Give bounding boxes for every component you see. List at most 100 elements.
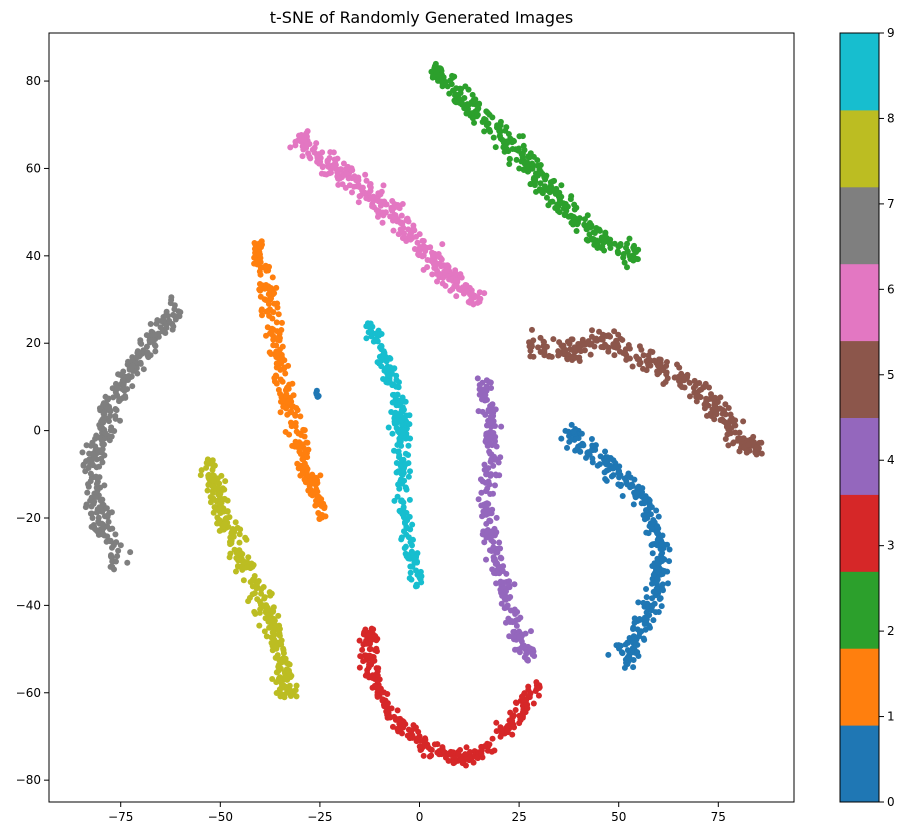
point-class-9	[402, 450, 409, 457]
point-class-6	[420, 252, 427, 259]
point-class-9	[379, 352, 386, 359]
point-class-5	[550, 336, 557, 343]
point-class-2	[556, 196, 563, 203]
point-class-5	[576, 354, 583, 361]
point-class-6	[340, 160, 347, 167]
point-class-4	[481, 466, 488, 473]
colorbar-tick-label: 0	[887, 795, 895, 809]
point-class-7	[115, 547, 122, 554]
point-class-6	[351, 173, 358, 180]
point-class-7	[112, 531, 119, 538]
point-class-1	[294, 460, 301, 467]
point-class-8	[286, 670, 293, 677]
point-class-3	[359, 646, 366, 653]
point-class-2	[490, 134, 497, 141]
point-class-2	[584, 212, 591, 219]
point-class-5	[738, 435, 745, 442]
point-class-3	[533, 679, 540, 686]
colorbar-segment-4	[840, 417, 879, 495]
point-class-0	[634, 649, 641, 656]
point-class-1	[304, 439, 311, 446]
point-class-8	[239, 566, 246, 573]
point-class-6	[381, 198, 388, 205]
point-class-6	[399, 220, 406, 227]
point-class-9	[406, 421, 413, 428]
point-class-7	[82, 468, 89, 475]
point-class-7	[84, 489, 91, 496]
point-class-3	[526, 692, 533, 699]
point-class-7	[119, 377, 126, 384]
point-class-8	[266, 624, 273, 631]
point-class-9	[391, 497, 398, 504]
point-class-6	[323, 171, 330, 178]
point-class-3	[356, 664, 363, 671]
point-class-3	[434, 749, 441, 756]
point-class-4	[486, 441, 493, 448]
point-class-0	[650, 517, 657, 524]
point-class-6	[355, 199, 362, 206]
point-class-1	[261, 285, 268, 292]
point-class-3	[362, 672, 369, 679]
point-class-7	[127, 549, 134, 556]
point-class-6	[452, 270, 459, 277]
point-class-0	[643, 594, 650, 601]
point-class-7	[120, 368, 127, 375]
point-class-7	[100, 531, 107, 538]
point-class-4	[498, 600, 505, 607]
point-class-1	[272, 372, 279, 379]
point-class-6	[330, 162, 337, 169]
point-class-0	[666, 546, 673, 553]
point-class-7	[153, 320, 160, 327]
point-class-6	[379, 219, 386, 226]
point-class-8	[218, 504, 225, 511]
point-class-3	[370, 658, 377, 665]
point-class-9	[386, 378, 393, 385]
point-class-3	[481, 743, 488, 750]
point-class-8	[256, 622, 263, 629]
point-class-9	[402, 461, 409, 468]
cluster-0	[313, 387, 322, 400]
point-class-3	[356, 637, 363, 644]
point-class-2	[561, 202, 568, 209]
point-class-5	[721, 418, 728, 425]
point-class-0	[646, 503, 653, 510]
point-class-2	[453, 99, 460, 106]
point-class-3	[425, 744, 432, 751]
point-class-8	[245, 554, 252, 561]
point-class-5	[598, 344, 605, 350]
point-class-7	[160, 317, 167, 324]
point-class-9	[394, 493, 401, 500]
point-class-3	[417, 737, 424, 744]
point-class-3	[398, 720, 405, 727]
point-class-6	[304, 141, 311, 148]
point-class-9	[409, 563, 416, 570]
point-class-0	[577, 448, 584, 455]
point-class-9	[391, 391, 398, 398]
point-class-7	[90, 452, 97, 459]
point-class-9	[415, 572, 422, 579]
point-class-2	[543, 194, 550, 201]
point-class-2	[432, 60, 439, 67]
point-class-7	[97, 497, 104, 504]
point-class-3	[516, 712, 523, 719]
point-class-8	[277, 690, 284, 697]
point-class-7	[147, 321, 154, 328]
colorbar-segment-0	[840, 725, 879, 803]
point-class-4	[482, 391, 489, 398]
colorbar-tick-label: 8	[887, 111, 895, 125]
point-class-6	[427, 244, 434, 251]
point-class-9	[377, 330, 384, 337]
point-class-1	[263, 332, 270, 339]
point-class-9	[401, 415, 408, 422]
point-class-0	[568, 436, 575, 443]
point-class-5	[710, 396, 717, 403]
point-class-4	[482, 479, 489, 486]
point-class-7	[99, 459, 106, 466]
point-class-2	[598, 234, 605, 241]
cluster-3	[356, 625, 543, 769]
point-class-0	[564, 444, 571, 451]
point-class-5	[528, 326, 535, 333]
point-class-9	[393, 383, 400, 390]
point-class-3	[524, 705, 531, 712]
point-class-0	[605, 651, 612, 658]
